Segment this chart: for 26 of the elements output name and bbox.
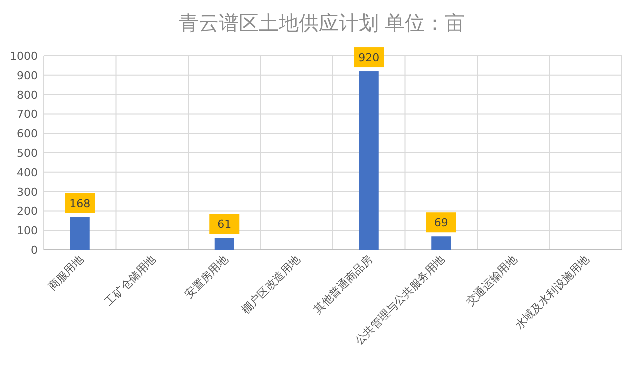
chart-title: 青云谱区土地供应计划 单位：亩 xyxy=(178,11,466,35)
y-tick-label: 700 xyxy=(17,108,38,122)
y-tick-label: 500 xyxy=(17,147,38,160)
bar xyxy=(359,72,379,250)
y-tick-label: 1000 xyxy=(10,50,38,63)
y-tick-label: 0 xyxy=(31,244,38,257)
x-tick-label: 商服用地 xyxy=(46,252,86,294)
x-tick-label: 棚户区改造用地 xyxy=(239,252,303,317)
y-tick-label: 200 xyxy=(17,205,38,218)
data-label: 168 xyxy=(70,197,91,210)
bar xyxy=(432,236,452,250)
y-tick-label: 100 xyxy=(17,224,38,238)
y-tick-label: 300 xyxy=(17,186,38,199)
bar xyxy=(70,217,90,250)
y-tick-label: 400 xyxy=(17,166,38,180)
x-tick-label: 工矿仓储用地 xyxy=(102,252,158,309)
data-label: 61 xyxy=(218,218,232,232)
x-tick-label: 交通运输用地 xyxy=(464,252,520,309)
y-tick-label: 800 xyxy=(17,88,38,102)
data-label: 69 xyxy=(434,216,448,230)
y-tick-label: 900 xyxy=(17,69,38,82)
y-tick-label: 600 xyxy=(17,128,38,141)
x-tick-label: 安置房用地 xyxy=(182,252,231,302)
x-tick-label: 其他普通商品房 xyxy=(312,252,376,317)
bar xyxy=(214,238,234,250)
data-label: 920 xyxy=(358,52,380,65)
